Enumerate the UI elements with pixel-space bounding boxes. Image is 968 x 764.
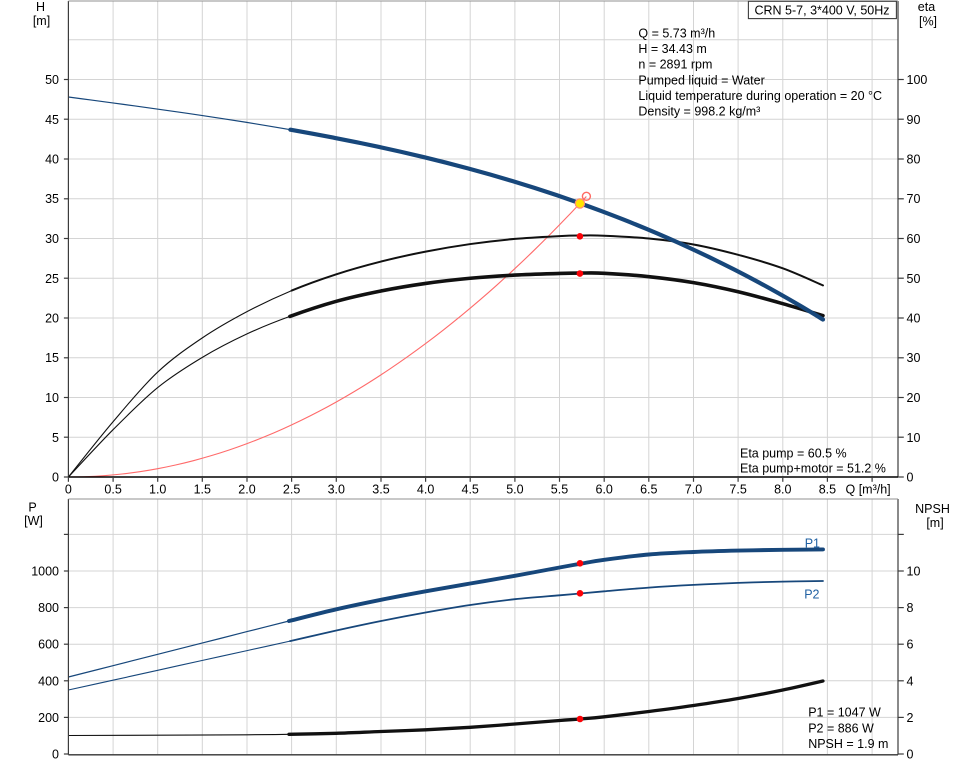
svg-text:1.5: 1.5: [194, 483, 211, 497]
svg-text:7.0: 7.0: [685, 483, 702, 497]
svg-text:8: 8: [907, 601, 914, 615]
svg-text:50: 50: [907, 272, 921, 286]
svg-text:90: 90: [907, 113, 921, 127]
svg-text:100: 100: [907, 73, 928, 87]
svg-text:H = 34.43 m: H = 34.43 m: [638, 42, 706, 56]
svg-text:800: 800: [38, 601, 59, 615]
svg-text:2.0: 2.0: [238, 483, 255, 497]
svg-text:10: 10: [907, 565, 921, 579]
svg-text:NPSH = 1.9 m: NPSH = 1.9 m: [808, 737, 888, 751]
svg-text:P2 = 886 W: P2 = 886 W: [808, 721, 874, 735]
svg-text:45: 45: [45, 113, 59, 127]
svg-text:70: 70: [907, 192, 921, 206]
svg-text:40: 40: [907, 312, 921, 326]
svg-text:Eta pump+motor = 51.2 %: Eta pump+motor = 51.2 %: [740, 461, 886, 475]
svg-text:Q = 5.73 m³/h: Q = 5.73 m³/h: [638, 27, 715, 41]
svg-text:400: 400: [38, 674, 59, 688]
svg-text:Eta pump = 60.5 %: Eta pump = 60.5 %: [740, 446, 847, 460]
svg-text:0: 0: [65, 483, 72, 497]
svg-text:40: 40: [45, 153, 59, 167]
svg-text:Q [m³/h]: Q [m³/h]: [846, 483, 891, 497]
svg-text:0: 0: [52, 748, 59, 762]
svg-text:[m]: [m]: [926, 516, 943, 530]
svg-text:1.0: 1.0: [149, 483, 166, 497]
svg-text:H: H: [36, 0, 45, 14]
svg-text:8.0: 8.0: [774, 483, 791, 497]
svg-text:10: 10: [907, 431, 921, 445]
svg-text:[W]: [W]: [24, 514, 43, 528]
svg-text:600: 600: [38, 638, 59, 652]
svg-text:NPSH: NPSH: [915, 502, 950, 516]
svg-text:30: 30: [45, 232, 59, 246]
svg-text:4.0: 4.0: [417, 483, 434, 497]
svg-text:P: P: [28, 501, 36, 515]
svg-text:10: 10: [45, 391, 59, 405]
svg-text:P1: P1: [805, 536, 820, 550]
svg-text:0: 0: [907, 748, 914, 762]
svg-text:[m]: [m]: [33, 14, 50, 28]
svg-text:20: 20: [45, 312, 59, 326]
svg-text:4: 4: [907, 674, 914, 688]
svg-text:30: 30: [907, 351, 921, 365]
svg-text:1000: 1000: [31, 565, 59, 579]
svg-text:5.5: 5.5: [551, 483, 568, 497]
svg-text:35: 35: [45, 192, 59, 206]
svg-text:n = 2891 rpm: n = 2891 rpm: [638, 58, 712, 72]
svg-text:60: 60: [907, 232, 921, 246]
svg-text:7.5: 7.5: [729, 483, 746, 497]
svg-text:5.0: 5.0: [506, 483, 523, 497]
svg-text:eta: eta: [918, 0, 935, 14]
svg-text:CRN 5-7, 3*400 V, 50Hz: CRN 5-7, 3*400 V, 50Hz: [755, 3, 890, 17]
svg-text:200: 200: [38, 711, 59, 725]
svg-text:2.5: 2.5: [283, 483, 300, 497]
svg-text:25: 25: [45, 272, 59, 286]
svg-text:Pumped liquid = Water: Pumped liquid = Water: [638, 73, 764, 87]
svg-text:15: 15: [45, 351, 59, 365]
svg-text:Density = 998.2 kg/m³: Density = 998.2 kg/m³: [638, 105, 760, 119]
svg-text:5: 5: [52, 431, 59, 445]
svg-text:0.5: 0.5: [104, 483, 121, 497]
svg-text:20: 20: [907, 391, 921, 405]
svg-text:4.5: 4.5: [462, 483, 479, 497]
svg-text:3.0: 3.0: [328, 483, 345, 497]
svg-text:80: 80: [907, 153, 921, 167]
svg-text:3.5: 3.5: [372, 483, 389, 497]
svg-text:Liquid temperature during oper: Liquid temperature during operation = 20…: [638, 89, 882, 103]
svg-text:[%]: [%]: [919, 15, 937, 29]
svg-text:0: 0: [52, 471, 59, 485]
svg-text:P1 = 1047 W: P1 = 1047 W: [808, 706, 881, 720]
svg-text:6.0: 6.0: [596, 483, 613, 497]
svg-text:P2: P2: [804, 587, 819, 601]
svg-text:6: 6: [907, 638, 914, 652]
svg-text:8.5: 8.5: [819, 483, 836, 497]
svg-text:0: 0: [907, 471, 914, 485]
svg-text:50: 50: [45, 73, 59, 87]
svg-text:6.5: 6.5: [640, 483, 657, 497]
svg-text:2: 2: [907, 711, 914, 725]
